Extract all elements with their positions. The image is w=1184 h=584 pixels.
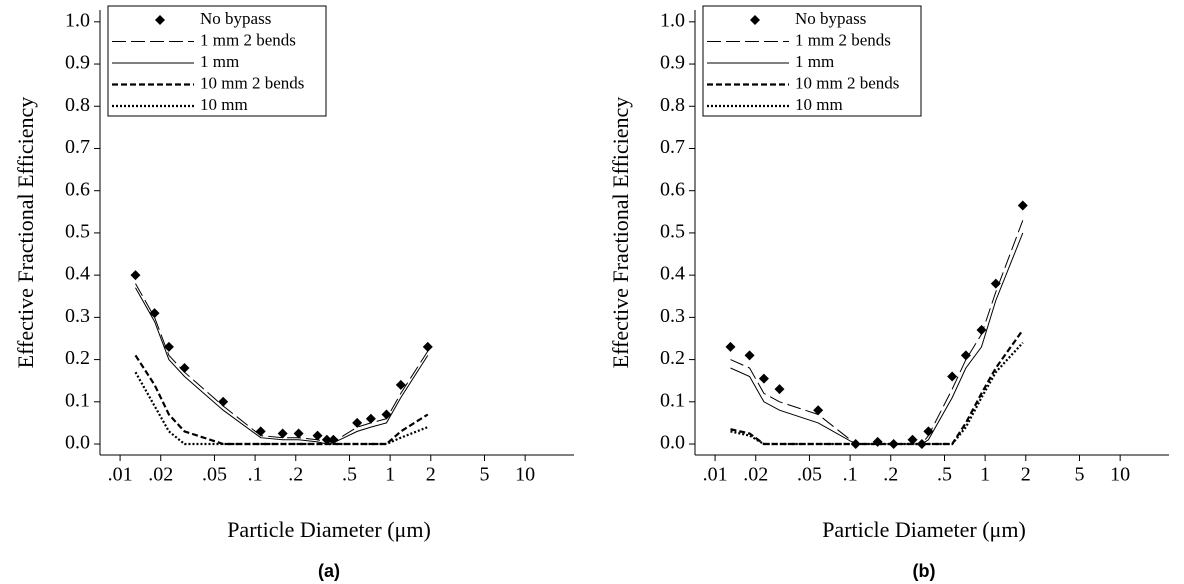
y-tick-label: 0.3 [660, 305, 685, 327]
data-point [960, 350, 971, 361]
legend-box [107, 5, 327, 117]
y-tick-label: 0.9 [660, 52, 685, 74]
x-tick-label: .5 [937, 464, 952, 486]
y-axis-title: Effective Fractional Efficiency [13, 97, 38, 369]
x-tick-label: .1 [843, 464, 858, 486]
x-tick-label: 1 [385, 464, 395, 486]
y-tick-label: 0.8 [660, 94, 685, 116]
x-tick-label: 10 [515, 464, 535, 486]
y-tick-label: 0.8 [65, 94, 90, 116]
y-tick-label: 0.7 [65, 136, 90, 158]
y-tick-label: 0.4 [660, 263, 685, 285]
data-point [422, 341, 433, 352]
x-tick-label: .05 [797, 464, 822, 486]
legend-label: 10 mm [200, 95, 248, 114]
data-point [352, 417, 363, 428]
legend-label: No bypass [200, 9, 271, 28]
data-point [149, 308, 160, 319]
data-point [990, 278, 1001, 289]
data-point [907, 434, 918, 445]
x-tick-label: 2 [426, 464, 436, 486]
legend-marker [155, 15, 165, 25]
data-line [135, 283, 429, 443]
data-point [277, 428, 288, 439]
data-point [381, 409, 392, 420]
legend-label: 10 mm 2 bends [795, 73, 899, 92]
data-line [134, 354, 429, 446]
data-point [947, 371, 958, 382]
legend-label: 10 mm 2 bends [200, 73, 304, 92]
data-line [730, 329, 1024, 446]
x-tick-label: .2 [883, 464, 898, 486]
data-point [725, 341, 736, 352]
data-point [758, 373, 769, 384]
legend-label: 10 mm [795, 95, 843, 114]
y-tick-label: 0.9 [65, 52, 90, 74]
x-axis-title: Particle Diameter (μm) [227, 517, 431, 542]
caption: (a) [318, 561, 340, 581]
data-point [1017, 200, 1028, 211]
y-tick-label: 0.6 [65, 178, 90, 200]
legend-box [702, 5, 922, 117]
data-line [730, 341, 1024, 446]
y-tick-label: 0.0 [660, 432, 685, 454]
x-tick-label: 10 [1110, 464, 1130, 486]
data-line [135, 287, 429, 445]
legend-label: 1 mm [200, 52, 239, 71]
data-point [813, 405, 824, 416]
y-tick-label: 0.1 [660, 389, 685, 411]
y-axis-title: Effective Fractional Efficiency [608, 97, 633, 369]
x-tick-label: .02 [743, 464, 768, 486]
x-tick-label: .01 [703, 464, 728, 486]
x-tick-label: 5 [480, 464, 490, 486]
y-tick-label: 0.1 [65, 389, 90, 411]
data-point [312, 430, 323, 441]
y-tick-label: 0.5 [65, 221, 90, 243]
data-point [744, 350, 755, 361]
data-point [774, 384, 785, 395]
caption: (b) [913, 561, 936, 581]
y-tick-label: 0.3 [65, 305, 90, 327]
data-point [163, 341, 174, 352]
legend-label: 1 mm [795, 52, 834, 71]
y-tick-label: 0.7 [660, 136, 685, 158]
legend-label: 1 mm 2 bends [200, 30, 296, 49]
y-tick-label: 0.2 [65, 347, 90, 369]
y-tick-label: 1.0 [65, 9, 90, 31]
data-point [923, 426, 934, 437]
data-point [872, 436, 883, 447]
data-point [130, 270, 141, 281]
x-axis-title: Particle Diameter (μm) [822, 517, 1026, 542]
data-line [134, 371, 429, 446]
data-point [293, 428, 304, 439]
y-tick-label: 0.0 [65, 432, 90, 454]
data-point [218, 396, 229, 407]
y-tick-label: 0.2 [660, 347, 685, 369]
y-tick-label: 0.5 [660, 221, 685, 243]
x-tick-label: 5 [1075, 464, 1085, 486]
y-tick-label: 0.4 [65, 263, 90, 285]
x-tick-label: .1 [248, 464, 263, 486]
data-point [365, 413, 376, 424]
x-tick-label: .01 [108, 464, 133, 486]
y-tick-label: 1.0 [660, 9, 685, 31]
x-tick-label: .05 [202, 464, 227, 486]
x-tick-label: .5 [342, 464, 357, 486]
y-tick-label: 0.6 [660, 178, 685, 200]
x-tick-label: 1 [980, 464, 990, 486]
data-point [395, 379, 406, 390]
x-tick-label: .2 [288, 464, 303, 486]
legend-marker [750, 15, 760, 25]
legend-label: No bypass [795, 9, 866, 28]
data-point [179, 363, 190, 374]
x-tick-label: 2 [1021, 464, 1031, 486]
legend-label: 1 mm 2 bends [795, 30, 891, 49]
x-tick-label: .02 [148, 464, 173, 486]
